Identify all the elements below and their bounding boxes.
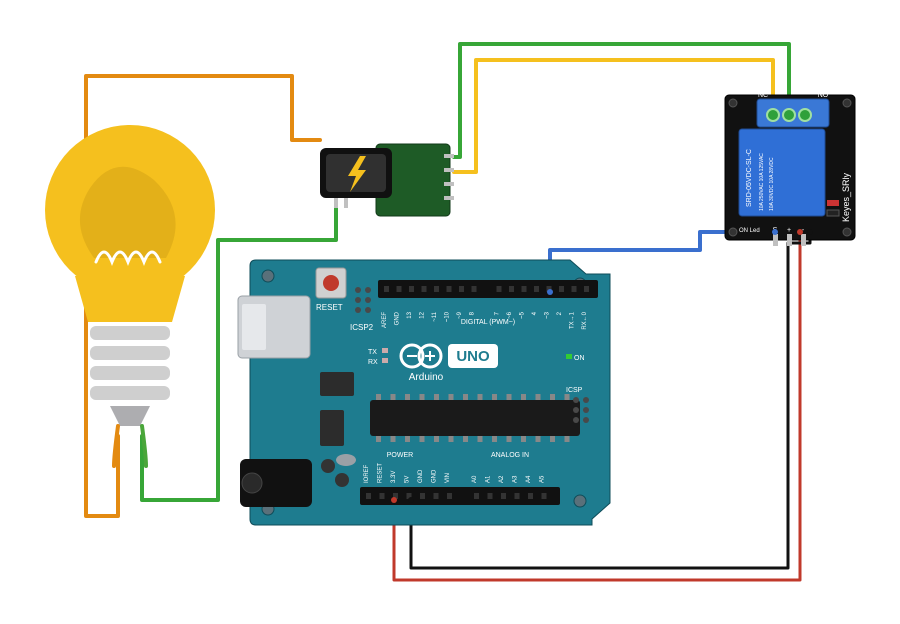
svg-text:~5: ~5	[520, 311, 526, 319]
svg-text:IOREF: IOREF	[364, 464, 370, 483]
svg-text:RX: RX	[368, 359, 378, 366]
svg-text:13: 13	[407, 311, 413, 318]
svg-text:A0: A0	[472, 475, 478, 483]
svg-text:AREF: AREF	[382, 312, 388, 328]
svg-text:TX: TX	[368, 349, 377, 356]
svg-text:A4: A4	[526, 475, 532, 483]
svg-text:ICSP: ICSP	[566, 387, 583, 394]
arduino-logo-text: UNO	[456, 348, 490, 365]
svg-text:+: +	[787, 227, 791, 234]
svg-text:ICSP2: ICSP2	[350, 323, 374, 332]
svg-text:Arduino: Arduino	[409, 372, 444, 383]
svg-text:RESET: RESET	[378, 463, 384, 483]
svg-text:SRD-05VDC-SL-C: SRD-05VDC-SL-C	[746, 149, 753, 207]
svg-text:ANALOG IN: ANALOG IN	[491, 452, 529, 459]
relay-model-text: Keyes_SRly	[841, 172, 851, 222]
lightbulb	[45, 125, 215, 466]
svg-text:RX←0: RX←0	[582, 311, 588, 329]
relay-terminal-screw	[767, 109, 779, 121]
svg-text:A3: A3	[513, 475, 519, 483]
svg-text:~3: ~3	[545, 311, 551, 319]
svg-text:GND: GND	[432, 469, 438, 483]
svg-text:NO: NO	[818, 92, 829, 99]
svg-text:DIGITAL (PWM~): DIGITAL (PWM~)	[461, 319, 515, 326]
svg-text:GND: GND	[418, 469, 424, 483]
circuit-diagram: RESETICSP2AREFGND1312~11~10~987~6~54~32T…	[0, 0, 900, 624]
arduino-uno: RESETICSP2AREFGND1312~11~10~987~6~54~32T…	[238, 260, 610, 525]
svg-text:5V: 5V	[405, 476, 411, 483]
svg-text:~11: ~11	[432, 311, 438, 321]
svg-text:10A 250VAC 10A 125VAC: 10A 250VAC 10A 125VAC	[759, 153, 765, 211]
svg-text:ON: ON	[574, 355, 585, 362]
svg-text:A1: A1	[486, 475, 492, 483]
svg-text:ON Led: ON Led	[739, 228, 760, 234]
svg-text:~10: ~10	[445, 311, 451, 322]
svg-text:GND: GND	[395, 311, 401, 325]
svg-text:A5: A5	[540, 475, 546, 483]
relay-terminal-screw	[783, 109, 795, 121]
svg-text:A2: A2	[499, 475, 505, 483]
svg-text:3.3V: 3.3V	[391, 471, 397, 483]
svg-text:10A 30VDC 10A 28VDC: 10A 30VDC 10A 28VDC	[769, 157, 775, 211]
svg-text:12: 12	[420, 311, 426, 318]
relay-module: SRD-05VDC-SL-C 10A 250VAC 10A 125VAC 10A 3…	[725, 92, 855, 246]
power-adapter	[320, 144, 454, 216]
relay-terminal-screw	[799, 109, 811, 121]
svg-text:VIN: VIN	[445, 473, 451, 483]
svg-text:NC: NC	[758, 92, 768, 99]
svg-text:~6: ~6	[507, 311, 513, 319]
svg-text:~9: ~9	[457, 311, 463, 319]
svg-text:POWER: POWER	[387, 452, 413, 459]
reset-label: RESET	[316, 303, 343, 312]
svg-text:TX→1: TX→1	[570, 311, 576, 329]
